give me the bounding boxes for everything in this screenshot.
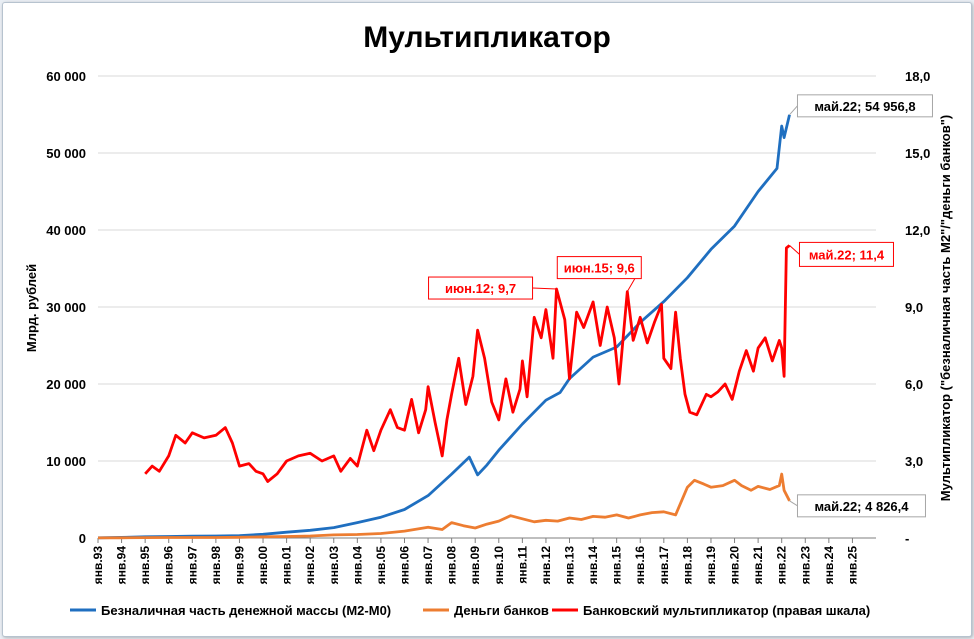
annotation-box (798, 241, 894, 267)
left-tick-label: 50 000 (46, 146, 86, 161)
legend: Безналичная часть денежной массы (М2-М0)… (70, 603, 870, 618)
gridlines (97, 75, 876, 543)
x-tick-label: янв.07 (421, 546, 435, 585)
left-axis-label: Млрд. рублей (24, 264, 39, 352)
annotation-box (796, 94, 933, 118)
left-tick-label: 40 000 (46, 223, 86, 238)
x-tick-label: янв.21 (751, 546, 765, 585)
x-tick-label: янв.22 (775, 546, 789, 585)
chart-title: Мультипликатор (363, 21, 611, 54)
annotation-label: июн.12; 9,7 (445, 281, 516, 296)
left-tick-label: 0 (79, 531, 86, 546)
left-tick-label: 60 000 (46, 69, 86, 84)
annotation-leader (532, 287, 557, 290)
annotation-label: июн.15; 9,6 (564, 261, 635, 276)
x-tick-label: янв.12 (539, 546, 553, 585)
x-tick-label: янв.13 (563, 546, 577, 585)
annotation-label: май.22; 11,4 (809, 247, 885, 262)
x-tick-label: янв.15 (610, 546, 624, 585)
right-tick-label: 3,0 (905, 454, 923, 469)
right-axis-label: Мультипликатор ("безналичная часть М2"/"… (938, 115, 953, 501)
x-tick-label: янв.19 (704, 546, 718, 585)
x-tick-label: янв.11 (515, 546, 529, 584)
annotation-box (428, 276, 534, 300)
annotation-leader (789, 105, 798, 116)
x-tick-label: янв.23 (798, 546, 812, 585)
x-tick-label: янв.99 (232, 546, 246, 585)
x-tick-label: янв.20 (728, 546, 742, 585)
x-tick-label: янв.97 (185, 546, 199, 585)
left-tick-label: 10 000 (46, 454, 86, 469)
annotation-label: май.22; 54 956,8 (814, 99, 915, 114)
right-tick-label: - (905, 531, 909, 546)
x-tick-label: янв.09 (468, 546, 482, 585)
right-tick-label: 15,0 (905, 146, 930, 161)
annotations: май.22; 54 956,8 май.22; 4 826,4 май.22; 1… (428, 94, 933, 518)
series-line-1 (97, 472, 791, 540)
x-tick-label: янв.10 (492, 546, 506, 585)
right-axis-ticks: - 3,0 6,0 9,0 12,0 15,0 18,0 (905, 69, 930, 546)
legend-label-2: Банковский мультипликатор (правая шкала) (583, 603, 870, 618)
x-tick-label: янв.24 (822, 546, 836, 585)
annotation-label: май.22; 4 826,4 (814, 499, 909, 514)
x-tick-label: янв.17 (657, 546, 671, 585)
left-axis-ticks: 0 10 000 20 000 30 000 40 000 50 000 60 000 (46, 69, 86, 546)
x-tick-label: янв.14 (586, 546, 600, 585)
x-tick-label: янв.03 (327, 546, 341, 585)
annotation-box (796, 494, 926, 518)
right-tick-label: 12,0 (905, 223, 930, 238)
x-tick-label: янв.18 (680, 546, 694, 585)
x-tick-label: янв.08 (445, 546, 459, 585)
x-tick-label: янв.00 (256, 546, 270, 585)
x-tick-label: янв.05 (374, 546, 388, 585)
x-tick-label: янв.25 (845, 546, 859, 585)
x-tick-label: янв.16 (633, 546, 647, 585)
x-tick-label: янв.04 (350, 546, 364, 585)
x-tick-label: янв.01 (280, 546, 294, 585)
legend-label-1: Деньги банков (454, 603, 549, 618)
x-tick-label: янв.98 (209, 546, 223, 585)
series-line-0 (97, 114, 791, 540)
legend-label-0: Безналичная часть денежной массы (М2-М0) (101, 603, 391, 618)
x-tick-label: янв.94 (115, 546, 129, 585)
x-tick-label: янв.06 (397, 546, 411, 585)
x-tick-label: янв.93 (91, 546, 105, 585)
series-line-2 (144, 244, 791, 483)
x-tick-label: янв.96 (162, 546, 176, 585)
x-axis-ticks: янв.93 янв.94 янв.95 янв.96 янв.97 янв.98 янв.… (91, 546, 859, 585)
right-tick-label: 18,0 (905, 69, 930, 84)
annotation-leader (789, 245, 800, 255)
series-lines (97, 114, 791, 540)
right-tick-label: 6,0 (905, 377, 923, 392)
x-tick-label: янв.95 (138, 546, 152, 585)
x-tick-label: янв.02 (303, 546, 317, 585)
left-tick-label: 20 000 (46, 377, 86, 392)
right-tick-label: 9,0 (905, 300, 923, 315)
annotation-box (556, 256, 642, 280)
left-tick-label: 30 000 (46, 300, 86, 315)
annotation-leader (789, 500, 798, 507)
